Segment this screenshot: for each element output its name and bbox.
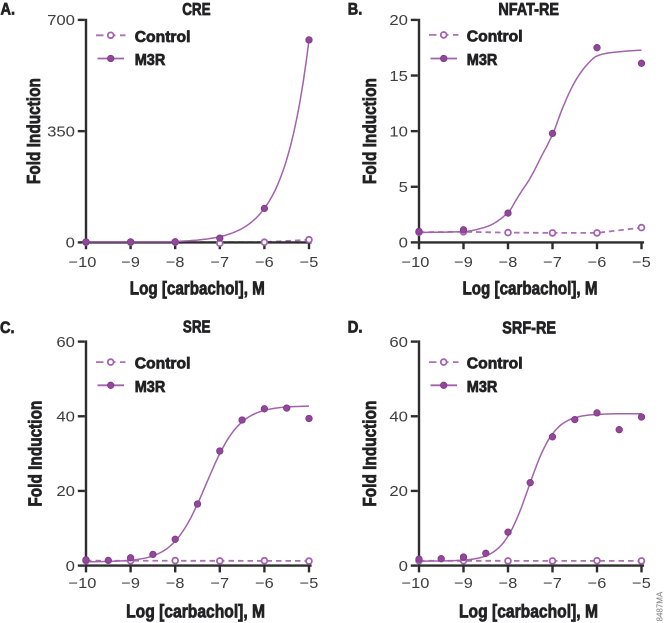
svg-text:5: 5	[399, 180, 408, 196]
svg-text:10: 10	[389, 125, 408, 141]
svg-text:−6: −6	[255, 576, 274, 592]
svg-text:NFAT-RE: NFAT-RE	[498, 0, 559, 19]
svg-text:−6: −6	[588, 576, 607, 592]
svg-text:Control: Control	[135, 356, 191, 373]
svg-text:Log [carbachol], M: Log [carbachol], M	[126, 602, 265, 622]
svg-text:M3R: M3R	[135, 52, 166, 69]
svg-text:0: 0	[66, 236, 75, 252]
svg-text:−9: −9	[454, 576, 473, 592]
svg-text:Control: Control	[467, 356, 523, 373]
svg-text:−10: −10	[402, 576, 430, 592]
svg-text:−9: −9	[121, 576, 140, 592]
svg-text:20: 20	[56, 484, 75, 500]
svg-text:Control: Control	[135, 29, 191, 46]
svg-text:Fold Induction: Fold Induction	[25, 401, 45, 507]
svg-text:C.: C.	[0, 318, 15, 337]
svg-text:CRE: CRE	[182, 0, 210, 19]
svg-text:60: 60	[389, 335, 408, 351]
svg-text:Log [carbachol], M: Log [carbachol], M	[463, 279, 598, 299]
svg-text:−9: −9	[121, 255, 140, 271]
svg-text:−5: −5	[300, 255, 319, 271]
svg-text:Control: Control	[467, 29, 523, 46]
svg-text:−8: −8	[166, 576, 185, 592]
svg-text:−7: −7	[543, 576, 562, 592]
svg-text:M3R: M3R	[135, 379, 166, 396]
svg-text:M3R: M3R	[467, 379, 498, 396]
svg-text:−7: −7	[211, 255, 230, 271]
svg-text:20: 20	[389, 484, 408, 500]
svg-text:700: 700	[47, 13, 75, 29]
svg-text:D.: D.	[348, 318, 363, 337]
svg-text:Log [carbachol], M: Log [carbachol], M	[459, 602, 598, 622]
svg-text:−10: −10	[69, 255, 97, 271]
svg-text:−8: −8	[166, 255, 185, 271]
svg-text:−10: −10	[69, 576, 97, 592]
svg-text:B.: B.	[348, 0, 363, 19]
svg-text:15: 15	[389, 69, 408, 85]
svg-text:350: 350	[47, 125, 75, 141]
svg-text:−5: −5	[632, 576, 651, 592]
svg-text:−7: −7	[543, 255, 562, 271]
svg-text:−9: −9	[454, 255, 473, 271]
svg-text:0: 0	[399, 236, 408, 252]
svg-text:60: 60	[56, 335, 75, 351]
svg-text:M3R: M3R	[467, 52, 498, 69]
svg-text:40: 40	[389, 410, 408, 426]
svg-text:−8: −8	[499, 255, 518, 271]
svg-text:8487MA: 8487MA	[655, 591, 664, 621]
svg-text:−5: −5	[632, 255, 651, 271]
svg-text:−8: −8	[499, 576, 518, 592]
svg-text:−6: −6	[588, 255, 607, 271]
svg-text:−5: −5	[300, 576, 319, 592]
svg-text:A.: A.	[1, 0, 16, 19]
svg-text:20: 20	[389, 13, 408, 29]
svg-text:Fold Induction: Fold Induction	[360, 401, 380, 507]
svg-text:SRF-RE: SRF-RE	[502, 318, 556, 338]
svg-text:−7: −7	[211, 576, 230, 592]
svg-text:−10: −10	[402, 255, 430, 271]
svg-text:−6: −6	[255, 255, 274, 271]
svg-text:Fold Induction: Fold Induction	[360, 78, 380, 184]
svg-text:SRE: SRE	[183, 317, 211, 337]
svg-text:40: 40	[56, 410, 75, 426]
svg-text:0: 0	[66, 559, 75, 575]
svg-text:0: 0	[399, 559, 408, 575]
svg-text:Log [carbachol], M: Log [carbachol], M	[130, 279, 265, 299]
svg-text:Fold Induction: Fold Induction	[24, 78, 44, 184]
